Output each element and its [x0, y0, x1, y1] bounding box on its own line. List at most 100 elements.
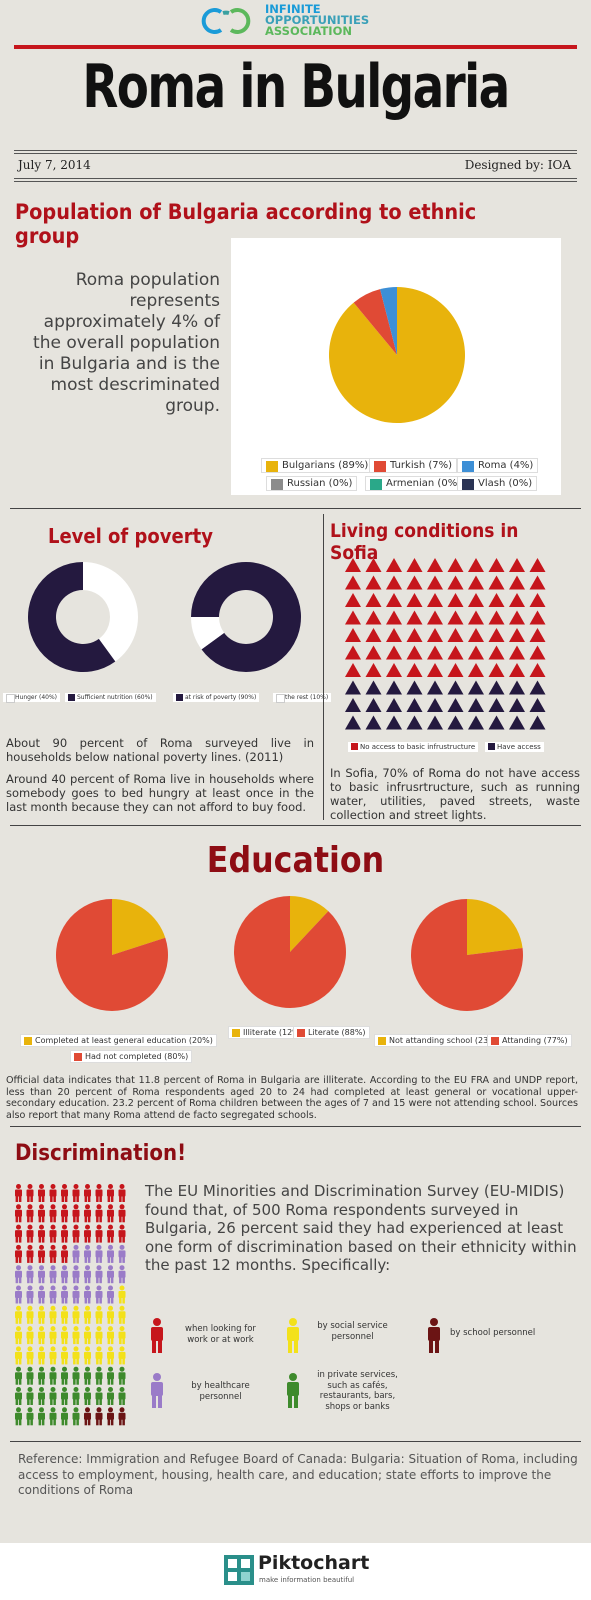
living-triangle	[488, 698, 505, 712]
living-triangle	[529, 680, 546, 695]
person-icon	[61, 1184, 68, 1202]
poverty-text-1: About 90 percent of Roma surveyed live i…	[6, 736, 314, 764]
living-triangle	[509, 663, 525, 677]
living-triangle	[345, 698, 361, 712]
person-icon	[38, 1224, 45, 1243]
legend-swatch	[24, 1037, 32, 1045]
living-triangle	[529, 715, 546, 730]
person-icon	[84, 1244, 91, 1263]
living-triangle	[509, 680, 525, 695]
living-title: Living conditions in Sofia	[330, 520, 519, 564]
piktochart-logo-icon	[224, 1555, 254, 1585]
living-triangle	[447, 610, 464, 625]
education-title: Education	[206, 840, 385, 881]
person-icon	[118, 1204, 126, 1223]
person-icon	[15, 1305, 22, 1324]
person-icon	[84, 1184, 91, 1202]
person-icon	[95, 1265, 103, 1284]
person-icon	[49, 1387, 57, 1405]
living-triangle	[386, 698, 402, 712]
population-legend-item: Armenian (0%)	[365, 476, 467, 491]
living-triangle	[345, 575, 361, 590]
section-divider-2	[10, 825, 581, 826]
legend-swatch	[370, 479, 382, 490]
person-icon	[15, 1366, 22, 1385]
header-rule-top2	[14, 153, 577, 154]
population-pie	[329, 287, 465, 423]
person-icon	[38, 1387, 45, 1405]
living-triangle	[406, 628, 423, 642]
living-triangle	[447, 715, 464, 730]
person-icon	[38, 1265, 45, 1284]
legend-label: Armenian (0%)	[386, 478, 462, 489]
person-icon	[118, 1326, 126, 1345]
person-icon	[26, 1387, 34, 1405]
legend-swatch	[271, 479, 283, 490]
footer-tagline: make information beautiful	[259, 1576, 355, 1584]
living-triangle	[468, 628, 484, 642]
person-icon	[118, 1184, 126, 1202]
living-triangle	[406, 680, 423, 695]
living-triangle	[529, 663, 546, 677]
living-triangle	[529, 558, 546, 572]
living-triangle	[529, 610, 546, 625]
living-triangle	[406, 698, 423, 712]
person-icon	[72, 1407, 80, 1426]
living-triangle	[509, 698, 525, 712]
legend-work: when looking for work or at work	[185, 1324, 256, 1345]
person-icon	[107, 1387, 114, 1405]
person-icon	[72, 1326, 80, 1345]
population-chart: Bulgarians (89%) Turkish (7%) Roma (4%) Rus…	[231, 238, 561, 495]
person-icon	[95, 1204, 103, 1223]
poverty-title: Level of poverty	[48, 524, 213, 548]
person-icon	[26, 1407, 34, 1426]
living-triangle	[427, 593, 443, 607]
legend-swatch	[491, 1037, 499, 1045]
person-icon	[95, 1407, 103, 1426]
legend-swatch	[232, 1029, 240, 1037]
person-icon	[107, 1224, 114, 1243]
legend-label: Bulgarians (89%)	[282, 460, 369, 471]
living-triangle	[529, 575, 546, 590]
person-icon	[49, 1184, 57, 1202]
legend-social: by social service personnel	[317, 1321, 388, 1342]
person-icon	[49, 1366, 57, 1385]
person-icon	[15, 1265, 22, 1284]
living-triangle	[386, 628, 402, 642]
footer-brand[interactable]: Piktochart	[258, 1552, 370, 1574]
designer-credit: Designed by: IOA	[464, 158, 571, 172]
ioa-logo-icon	[201, 8, 251, 34]
living-triangle	[427, 628, 443, 642]
person-icon	[49, 1346, 57, 1365]
logo-line2: OPPORTUNITIES	[265, 13, 370, 27]
person-icon	[61, 1326, 68, 1345]
person-icon	[72, 1265, 80, 1284]
poverty-risk-donut-slice-0	[191, 562, 301, 672]
legend-label: Turkish (7%)	[390, 460, 453, 471]
legend-label: No access to basic infrustructure	[360, 743, 476, 751]
living-triangle	[509, 575, 525, 590]
poverty-text-2: Around 40 percent of Roma live in househ…	[6, 772, 314, 814]
living-triangle	[509, 715, 525, 730]
living-triangle	[345, 593, 361, 607]
population-title: Population of Bulgaria according to ethn…	[15, 200, 477, 248]
poverty-legends: Hunger (40%) Sufficient nutrition (60%) at…	[3, 693, 332, 707]
poverty-legend-item: the rest (10%)	[273, 693, 332, 703]
living-triangle	[509, 645, 525, 660]
person-icon	[84, 1326, 91, 1345]
person-icon	[84, 1407, 91, 1426]
living-triangle	[345, 680, 361, 695]
person-icon	[118, 1224, 126, 1243]
person-icon	[118, 1366, 126, 1385]
discrimination-title: Discrimination!	[15, 1141, 187, 1166]
living-triangle	[386, 558, 402, 572]
legend-swatch	[68, 694, 75, 701]
living-text: In Sofia, 70% of Roma do not have access…	[330, 766, 580, 822]
population-text: Roma population represents approximately…	[33, 270, 220, 416]
living-triangle	[488, 610, 505, 625]
person-icon	[118, 1244, 126, 1263]
living-triangle	[365, 558, 382, 572]
header-red-bar	[14, 45, 577, 49]
person-icon	[107, 1184, 114, 1202]
person-icon	[26, 1184, 34, 1202]
